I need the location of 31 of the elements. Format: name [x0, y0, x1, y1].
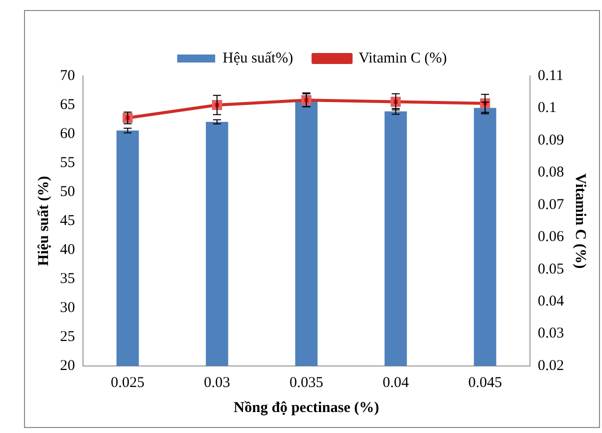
legend-label: Vitamin C (%) [358, 50, 447, 66]
y-axis-title: Hiệu suất (%) [36, 176, 52, 266]
y2-tick-label: 0.02 [538, 358, 564, 374]
x-tick-label: 0.045 [468, 374, 502, 391]
y-tick-label: 55 [60, 154, 75, 171]
y-tick-label: 65 [60, 96, 75, 113]
y2-tick-label: 0.04 [538, 293, 564, 310]
y-tick-label: 70 [60, 68, 75, 84]
y2-tick-label: 0.03 [538, 326, 564, 342]
y2-tick-label: 0.09 [538, 132, 564, 148]
y-tick-label: 45 [60, 212, 75, 229]
y-tick-label: 20 [60, 358, 75, 374]
x-tick-label: 0.03 [204, 374, 230, 391]
y2-tick-label: 0.08 [538, 164, 564, 181]
x-tick-label: 0.035 [290, 374, 324, 391]
y2-tick-label: 0.11 [538, 68, 564, 84]
x-tick-label: 0.04 [382, 374, 410, 391]
y-tick-label: 60 [60, 126, 75, 142]
x-tick-label: 0.025 [110, 374, 145, 391]
y-tick-label: 50 [60, 184, 75, 200]
y-tick-label: 30 [60, 300, 75, 316]
y2-tick-label: 0.06 [538, 229, 564, 246]
y-tick-label: 25 [60, 328, 75, 345]
y-tick-label: 40 [60, 242, 75, 258]
y2-tick-label: 0.05 [538, 261, 564, 278]
legend-label: Hệu suất%) [222, 50, 294, 66]
y2-tick-label: 0.07 [538, 196, 564, 213]
y2-axis-title: Vitamin C (%) [572, 173, 588, 269]
x-axis-title: Nồng độ pectinase (%) [234, 400, 380, 416]
y2-tick-label: 0.1 [538, 100, 556, 116]
y-tick-label: 35 [60, 270, 75, 287]
